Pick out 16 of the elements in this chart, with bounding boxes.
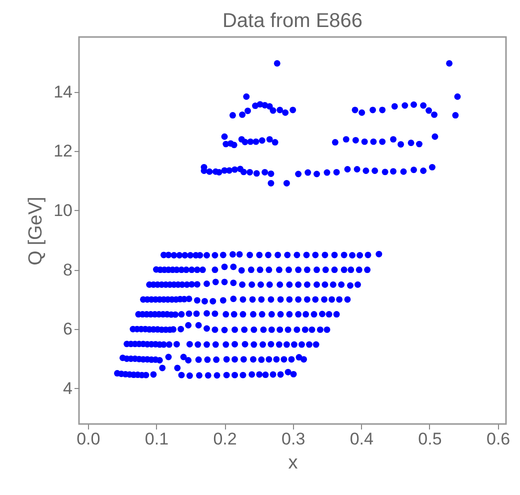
x-tick-label: 0.1 <box>144 430 169 448</box>
y-tick-label: 4 <box>63 378 72 398</box>
y-tick-label: 12 <box>54 142 72 161</box>
x-tick-label: 0.0 <box>76 430 100 448</box>
x-axis-title: x <box>288 452 298 474</box>
chart-title: Data from E866 <box>222 10 363 32</box>
y-tick-label: 10 <box>54 200 72 220</box>
x-tick-label: 0.5 <box>418 430 442 448</box>
x-tick-label: 0.4 <box>350 430 374 448</box>
x-tick-label: 0.3 <box>282 430 306 448</box>
y-tick-label: 6 <box>63 320 72 339</box>
y-tick-label: 8 <box>63 260 72 280</box>
y-axis-title: Q [GeV] <box>26 196 47 266</box>
x-tick-label: 0.2 <box>213 430 237 448</box>
x-tick-label: 0.6 <box>486 430 510 448</box>
y-tick-label: 14 <box>54 82 72 102</box>
